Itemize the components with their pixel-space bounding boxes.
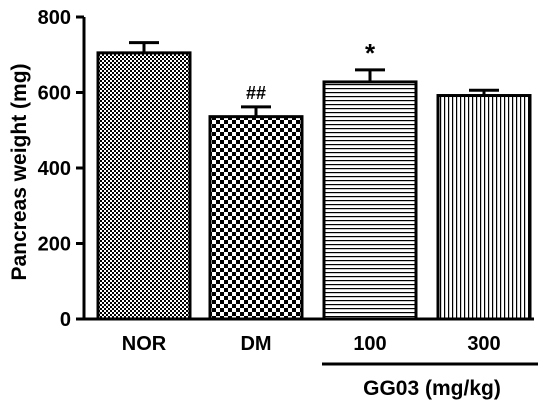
y-tick-label-0: 0: [60, 309, 71, 331]
y-tick-label-200: 200: [38, 234, 71, 256]
y-axis: 0 200 400 600 800: [38, 7, 86, 331]
bar-DM: [208, 115, 304, 321]
group-label: GG03 (mg/kg): [363, 377, 501, 400]
y-tick-label-800: 800: [38, 7, 71, 29]
x-tick-label-NOR: NOR: [122, 333, 167, 355]
bar-NOR: [96, 51, 192, 321]
y-axis-label: Pancreas weight (mg): [8, 63, 31, 280]
y-tick-label-600: 600: [38, 83, 71, 105]
x-tick-label-100: 100: [353, 333, 386, 355]
annotation-100: *: [365, 38, 376, 68]
bar-100: [322, 80, 418, 321]
bars: ## *: [82, 38, 534, 321]
x-axis-labels: NOR DM 100 300: [122, 333, 501, 355]
bar-300: [436, 94, 532, 321]
annotation-DM: ##: [246, 83, 266, 103]
y-tick-label-400: 400: [38, 158, 71, 180]
x-tick-label-DM: DM: [240, 333, 271, 355]
x-tick-label-300: 300: [467, 333, 500, 355]
